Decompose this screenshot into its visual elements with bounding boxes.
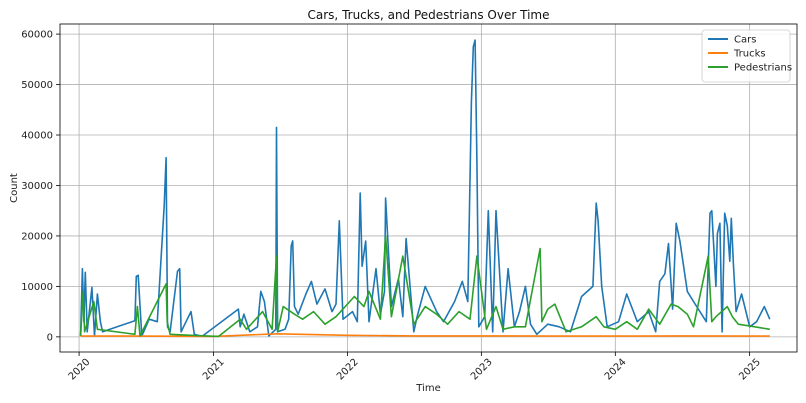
plot-background: [60, 24, 797, 352]
y-tick-label: 40000: [21, 131, 53, 142]
y-tick-label: 60000: [21, 30, 53, 41]
x-tick-label: 2025: [737, 357, 763, 383]
grid: [60, 24, 797, 352]
y-tick-label: 50000: [21, 80, 53, 91]
y-tick-label: 10000: [21, 282, 53, 293]
plot-frame: [59, 23, 798, 353]
x-tick-label: 2020: [67, 357, 93, 383]
legend: Cars Trucks Pedestrians: [701, 29, 792, 83]
y-tick-label: 30000: [21, 181, 53, 192]
legend-entry-cars: Cars: [734, 35, 756, 46]
legend-box: [701, 29, 791, 83]
x-tick-label: 2024: [603, 357, 629, 383]
legend-entry-trucks: Trucks: [733, 49, 766, 60]
x-tick-label: 2022: [335, 357, 361, 383]
plot-area: [60, 24, 797, 352]
series-group: [79, 39, 771, 338]
y-tick-label: 0: [47, 332, 53, 343]
series-line-pedestrians: [79, 235, 770, 338]
y-tick-label: 20000: [21, 231, 53, 242]
chart-title: Cars, Trucks, and Pedestrians Over Time: [308, 8, 550, 22]
series-line-cars: [79, 39, 771, 338]
y-axis-label: Count: [9, 173, 20, 203]
x-tick-label: 2023: [469, 357, 495, 383]
x-axis-label: Time: [415, 383, 440, 394]
x-tick-label: 2021: [201, 357, 227, 383]
legend-entry-pedestrians: Pedestrians: [734, 63, 792, 74]
